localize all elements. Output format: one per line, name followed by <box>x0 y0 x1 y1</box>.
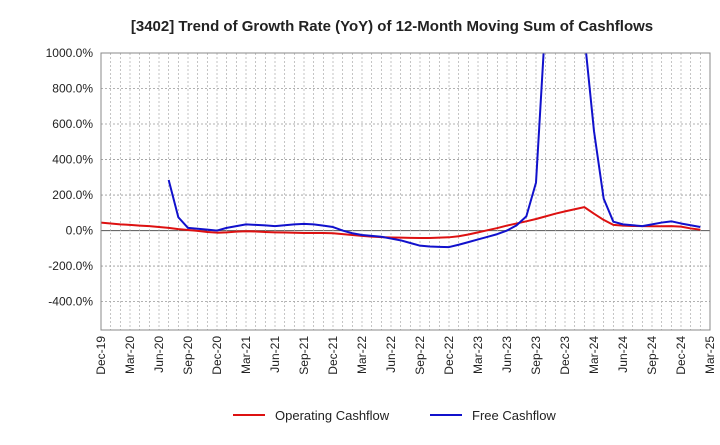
chart-title: [3402] Trend of Growth Rate (YoY) of 12-… <box>131 18 653 35</box>
legend: Operating Cashflow Free Cashflow <box>233 408 556 423</box>
x-tick-label: Dec-20 <box>210 336 224 375</box>
x-tick-label: Sep-23 <box>529 336 543 375</box>
x-tick-label: Sep-21 <box>297 336 311 375</box>
free-cashflow-line <box>167 53 701 249</box>
y-tick-label: -400.0% <box>48 295 93 309</box>
x-tick-label: Jun-22 <box>384 336 398 373</box>
x-tick-label: Dec-24 <box>674 336 688 375</box>
x-tick-label: Sep-22 <box>413 336 427 375</box>
x-tick-label: Jun-23 <box>500 336 514 373</box>
grid <box>101 52 710 330</box>
plot-frame <box>100 52 711 331</box>
x-tick-label: Mar-25 <box>703 336 717 374</box>
x-tick-label: Jun-21 <box>268 336 282 373</box>
y-tick-label: 600.0% <box>52 117 93 131</box>
x-tick-label: Mar-24 <box>587 336 601 374</box>
x-tick-label: Jun-24 <box>616 336 630 373</box>
x-tick-label: Mar-20 <box>123 336 137 374</box>
series-lines <box>101 53 701 249</box>
legend-label-free: Free Cashflow <box>472 408 556 423</box>
y-tick-label: -200.0% <box>48 259 93 273</box>
x-tick-label: Dec-22 <box>442 336 456 375</box>
y-tick-label: 0.0% <box>66 224 94 238</box>
y-tick-label: 200.0% <box>52 188 93 202</box>
x-tick-label: Dec-23 <box>558 336 572 375</box>
x-tick-label: Sep-24 <box>645 336 659 375</box>
legend-label-operating: Operating Cashflow <box>275 408 390 423</box>
x-axis-ticks: Dec-19 Mar-20 Jun-20 Sep-20 Dec-20 Mar-21 Jun-… <box>94 336 717 375</box>
x-tick-label: Jun-20 <box>152 336 166 373</box>
x-tick-label: Mar-22 <box>355 336 369 374</box>
x-tick-label: Dec-21 <box>326 336 340 375</box>
x-tick-label: Sep-20 <box>181 336 195 375</box>
y-tick-label: 800.0% <box>52 82 93 96</box>
y-axis-ticks: 1000.0% 800.0% 600.0% 400.0% 200.0% 0.0% -200.… <box>46 46 94 309</box>
operating-cashflow-line <box>101 206 701 240</box>
x-tick-label: Dec-19 <box>94 336 108 375</box>
x-tick-label: Mar-21 <box>239 336 253 374</box>
x-tick-label: Mar-23 <box>471 336 485 374</box>
y-tick-label: 1000.0% <box>46 46 94 60</box>
y-tick-label: 400.0% <box>52 153 93 167</box>
